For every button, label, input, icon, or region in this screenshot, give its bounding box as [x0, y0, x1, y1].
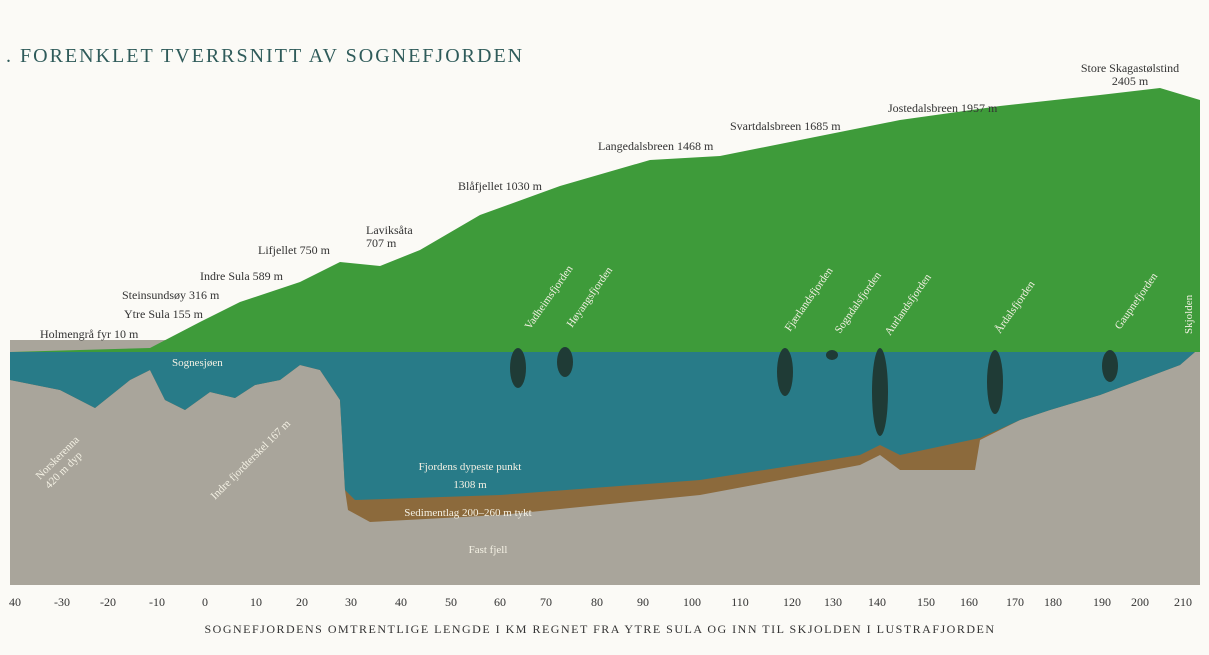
tick-label: 150: [917, 595, 935, 609]
fjord-label: Sognesjøen: [172, 357, 223, 369]
tick-label: -20: [100, 595, 116, 609]
tick-label: 170: [1006, 595, 1024, 609]
tick-label: 200: [1131, 595, 1149, 609]
tick-label: 40: [9, 595, 21, 609]
tick-label: 190: [1093, 595, 1111, 609]
tick-label: 10: [250, 595, 262, 609]
tick-label: 140: [868, 595, 886, 609]
peak-label: 2405 m: [1112, 74, 1149, 88]
tick-label: -10: [149, 595, 165, 609]
tick-label: 110: [731, 595, 749, 609]
peak-label: Indre Sula 589 m: [200, 269, 284, 283]
tick-label: -30: [54, 595, 70, 609]
peak-label: Langedalsbreen 1468 m: [598, 139, 714, 153]
tick-label: 160: [960, 595, 978, 609]
tick-label: 20: [296, 595, 308, 609]
title: . FORENKLET TVERRSNITT AV SOGNEFJORDEN: [6, 45, 524, 67]
tick-label: 70: [540, 595, 552, 609]
tick-label: 100: [683, 595, 701, 609]
tick-label: 210: [1174, 595, 1192, 609]
fjord-label: Skjolden: [1183, 294, 1195, 334]
peak-label: Laviksåta: [366, 223, 413, 237]
tick-label: 90: [637, 595, 649, 609]
axis-label: SOGNEFJORDENS OMTRENTLIGE LENGDE I KM RE…: [204, 622, 995, 636]
deepest-label: Fjordens dypeste punkt: [419, 461, 522, 473]
tick-label: 40: [395, 595, 407, 609]
peak-label: Blåfjellet 1030 m: [458, 179, 543, 193]
peak-label: Holmengrå fyr 10 m: [40, 327, 139, 341]
tick-label: 130: [824, 595, 842, 609]
peak-label: Ytre Sula 155 m: [124, 307, 204, 321]
peak-label: 707 m: [366, 236, 397, 250]
peak-label: Jostedalsbreen 1957 m: [888, 101, 998, 115]
tick-label: 120: [783, 595, 801, 609]
tick-label: 80: [591, 595, 603, 609]
sediment-label: Sedimentlag 200–260 m tykt: [404, 507, 531, 519]
peak-label: Lifjellet 750 m: [258, 243, 331, 257]
tick-label: 60: [494, 595, 506, 609]
tick-label: 180: [1044, 595, 1062, 609]
peak-label: Svartdalsbreen 1685 m: [730, 119, 841, 133]
diagram: . FORENKLET TVERRSNITT AV SOGNEFJORDEN S…: [0, 0, 1209, 655]
peak-label: Steinsundsøy 316 m: [122, 288, 220, 302]
peak-label: Store Skagastølstind: [1081, 61, 1179, 75]
tick-label: 0: [202, 595, 208, 609]
axis-strip: [0, 585, 1209, 655]
tick-label: 30: [345, 595, 357, 609]
bedrock-label: Fast fjell: [469, 544, 508, 556]
tick-label: 50: [445, 595, 457, 609]
deepest-label: 1308 m: [453, 479, 487, 491]
